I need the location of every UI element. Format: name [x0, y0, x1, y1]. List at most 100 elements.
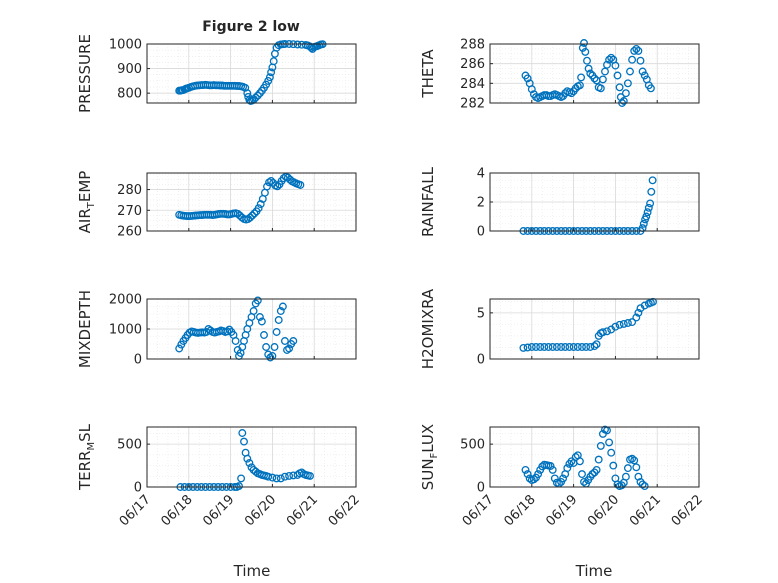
data-point	[636, 56, 645, 65]
data-point	[605, 438, 614, 447]
data-point	[619, 97, 628, 105]
data-point	[623, 79, 632, 88]
axes-box	[146, 172, 357, 232]
data-point	[548, 465, 557, 474]
data-point	[590, 342, 599, 351]
subplot-1: 800 900 1000 PRESSURE	[76, 34, 357, 113]
data-point	[265, 178, 274, 187]
data-point	[567, 457, 576, 466]
data-point	[598, 75, 607, 84]
data-point	[240, 437, 248, 446]
x-tick-label: 06/17	[117, 492, 154, 529]
x-tick-label: 06/18	[159, 492, 196, 529]
data-point	[235, 482, 243, 491]
data-point	[577, 73, 586, 82]
y-tick-label: 5	[477, 306, 485, 321]
data-point	[521, 465, 530, 474]
y-tick-label: 500	[460, 438, 485, 453]
subplot-3: 260 270 280 AIRTEMP	[76, 171, 357, 240]
y-axis-label: AIRTEMP	[76, 171, 97, 234]
y-tick-label: 1000	[109, 38, 142, 53]
data-point	[615, 320, 624, 329]
data-point	[523, 343, 532, 352]
x-tick-label: 06/18	[502, 492, 539, 529]
data-point	[601, 67, 609, 76]
data-point	[640, 482, 649, 491]
data-point	[575, 81, 584, 90]
data-point	[578, 470, 586, 479]
data-point	[609, 461, 618, 470]
data-point	[628, 454, 637, 463]
data-point	[249, 307, 258, 315]
data-point	[584, 64, 593, 73]
subplot-grid: 800 900 1000 PRESSURE 282 284 286 288 THETA 260 27…	[76, 34, 706, 529]
data-point	[567, 89, 576, 98]
y-axis-label: MIXDEPTH	[76, 290, 94, 368]
subplot-5: 0 1000 2000 MIXDEPTH	[76, 290, 357, 368]
x-tick-label: 06/17	[460, 492, 497, 529]
data-point	[250, 209, 259, 218]
x-tick-label: 06/21	[284, 492, 321, 529]
data-point	[634, 46, 643, 55]
data-point	[264, 472, 273, 481]
y-tick-label: 284	[460, 77, 485, 92]
data-point	[285, 471, 294, 480]
y-tick-label: 0	[134, 353, 142, 368]
data-point	[276, 307, 285, 315]
data-point	[640, 301, 649, 310]
data-point	[285, 344, 294, 353]
data-point	[263, 182, 271, 191]
x-tick-label: 06/19	[200, 492, 237, 529]
data-point	[628, 55, 637, 64]
data-point	[640, 71, 649, 80]
subplot-2: 282 284 286 288 THETA	[419, 38, 700, 112]
x-axis-label-left: Time	[233, 562, 271, 580]
data-point	[638, 67, 647, 76]
data-point	[603, 60, 611, 69]
figure-title: Figure 2 low	[202, 19, 300, 35]
data-point	[588, 470, 597, 479]
data-point	[586, 343, 595, 351]
y-tick-label: 2	[477, 196, 485, 211]
y-axis-label: SUNFLUX	[419, 424, 440, 490]
axes-box	[146, 426, 357, 488]
data-point	[607, 448, 616, 457]
data-point	[603, 327, 611, 336]
data-point	[552, 343, 561, 351]
y-tick-label: 1000	[109, 323, 142, 338]
data-point	[262, 343, 271, 351]
data-point	[611, 322, 620, 331]
x-tick-label: 06/19	[543, 492, 580, 529]
data-point	[269, 57, 278, 66]
data-point	[643, 208, 652, 217]
data-point	[306, 42, 314, 51]
data-point	[581, 47, 590, 56]
data-point	[611, 61, 620, 70]
axes-box	[489, 43, 700, 104]
data-point	[245, 459, 254, 467]
y-tick-label: 800	[117, 87, 142, 102]
x-tick-label: 06/20	[242, 492, 279, 529]
data-point	[540, 343, 549, 351]
data-point	[251, 467, 260, 476]
data-point	[251, 93, 260, 102]
y-tick-label: 282	[460, 97, 485, 112]
axes-box	[489, 426, 700, 488]
data-point	[628, 318, 637, 327]
subplot-6: 0 5 H2OMIXRA	[419, 288, 700, 369]
minor-grid	[147, 427, 356, 488]
y-axis-label: TERRMSL	[76, 423, 97, 491]
data-point	[578, 343, 586, 351]
data-point	[519, 343, 528, 352]
x-tick-label: 06/22	[669, 492, 706, 529]
y-axis-label: THETA	[419, 49, 437, 99]
data-point	[580, 477, 588, 486]
data-point	[583, 56, 591, 65]
y-tick-label: 288	[460, 38, 485, 53]
data-point	[283, 346, 291, 354]
data-point	[238, 429, 247, 437]
data-point	[276, 474, 285, 483]
data-point	[647, 187, 656, 196]
data-point	[621, 472, 630, 481]
data-point	[648, 176, 657, 185]
